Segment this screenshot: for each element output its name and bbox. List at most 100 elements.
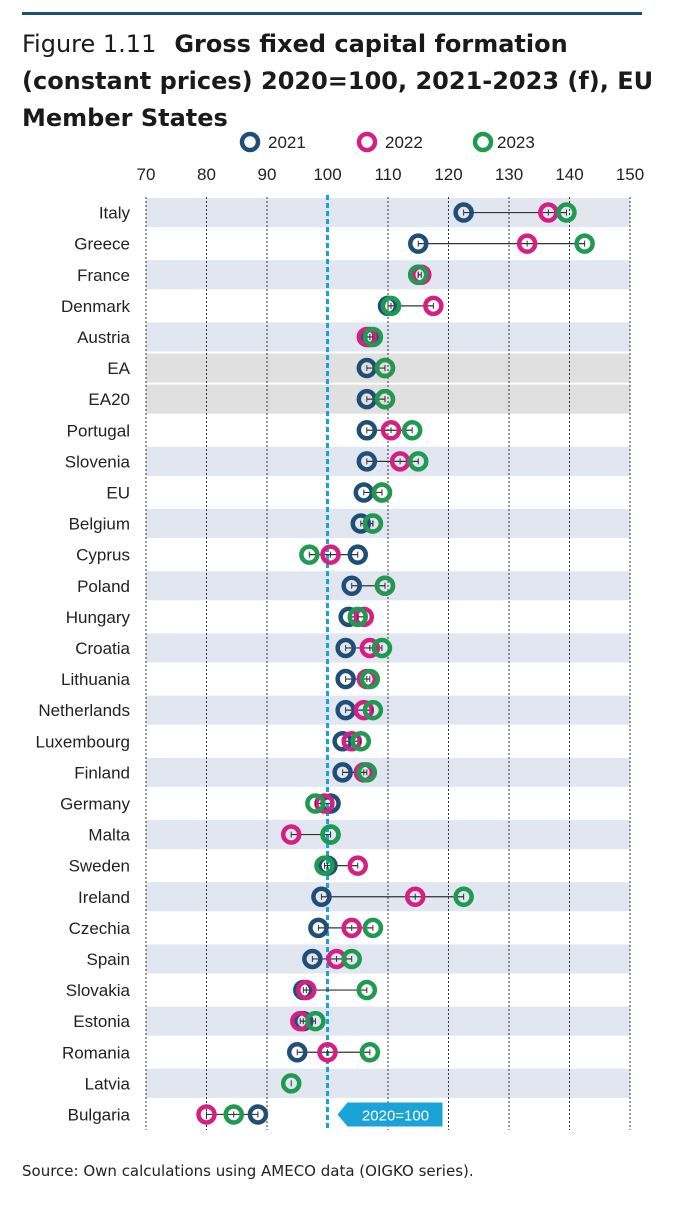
x-tick-label-150: 150 [616, 165, 644, 184]
category-label-czechia: Czechia [69, 919, 131, 938]
x-tick-label-70: 70 [137, 165, 156, 184]
point-finland-2023 [356, 762, 378, 783]
category-label-slovenia: Slovenia [65, 452, 131, 471]
point-portugal-2023 [401, 420, 423, 441]
category-label-poland: Poland [77, 577, 130, 596]
figure-title-block: Figure 1.11 Gross fixed capital formation… [22, 26, 662, 137]
point-belgium-2023 [362, 513, 384, 534]
point-ireland-2022 [404, 886, 426, 907]
point-lithuania-2023 [359, 668, 381, 690]
point-ireland-2021 [311, 886, 332, 907]
point-netherlands-2023 [362, 699, 384, 721]
chart-svg: 70 80 90 100 110 120 130 140 150 2021 2022 2023 Ital… [35, 131, 644, 1130]
category-label-austria: Austria [77, 328, 130, 347]
point-poland-2021 [341, 575, 362, 596]
point-portugal-2021 [356, 420, 378, 441]
point-germany-2023 [305, 793, 326, 814]
point-austria-2023 [362, 326, 384, 348]
point-lithuania-2021 [335, 668, 356, 690]
legend-label-2021: 2021 [268, 133, 306, 152]
point-romania-2022 [317, 1042, 338, 1063]
x-tick-label-140: 140 [555, 165, 583, 184]
point-spain-2021 [302, 948, 323, 970]
point-romania-2023 [359, 1042, 381, 1063]
point-czechia-2022 [341, 917, 362, 939]
point-luxembourg-2023 [350, 731, 372, 752]
category-label-netherlands: Netherlands [38, 701, 130, 720]
point-croatia-2021 [335, 637, 356, 659]
category-label-slovakia: Slovakia [66, 981, 131, 1000]
point-cyprus-2022 [320, 544, 341, 565]
point-poland-2023 [374, 575, 396, 596]
category-label-luxembourg: Luxembourg [35, 732, 130, 751]
category-label-ea: EA [107, 359, 130, 378]
point-bulgaria-2023 [223, 1104, 244, 1125]
point-czechia-2023 [362, 917, 384, 939]
category-label-cyprus: Cyprus [76, 546, 130, 565]
category-label-france: France [77, 266, 130, 285]
category-label-italy: Italy [99, 204, 131, 223]
top-rule [22, 12, 642, 15]
legend-marker-2023 [472, 131, 494, 153]
point-ireland-2023 [453, 886, 474, 907]
category-label-eu: EU [106, 483, 130, 502]
point-spain-2023 [341, 948, 362, 970]
point-cyprus-2021 [347, 544, 368, 565]
point-germany-2022 [314, 793, 335, 814]
point-sweden-2022 [347, 855, 368, 876]
category-label-bulgaria: Bulgaria [68, 1105, 131, 1124]
category-label-malta: Malta [88, 826, 130, 845]
category-label-hungary: Hungary [66, 608, 131, 627]
x-tick-label-130: 130 [495, 165, 523, 184]
point-slovenia-2023 [408, 451, 429, 472]
figure-label: Figure 1.11 [22, 30, 157, 58]
category-label-ireland: Ireland [78, 888, 130, 907]
x-tick-label-80: 80 [197, 165, 216, 184]
point-belgium-2021 [350, 513, 372, 534]
point-hungary-2023 [347, 606, 368, 628]
point-greece-2021 [408, 233, 429, 254]
category-label-portugal: Portugal [67, 421, 130, 440]
category-label-estonia: Estonia [73, 1012, 130, 1031]
point-italy-2021 [453, 202, 474, 223]
point-italy-2023 [556, 202, 577, 223]
point-slovenia-2021 [356, 451, 378, 472]
point-czechia-2021 [308, 917, 329, 939]
legend-label-2023: 2023 [497, 133, 535, 152]
legend-marker-2021 [239, 131, 261, 153]
category-label-ea20: EA20 [88, 390, 130, 409]
category-label-greece: Greece [74, 235, 130, 254]
point-bulgaria-2021 [247, 1104, 269, 1125]
legend-marker-2022 [356, 131, 378, 153]
category-label-belgium: Belgium [69, 515, 130, 534]
point-ea-2023 [374, 357, 396, 379]
category-label-denmark: Denmark [61, 297, 130, 316]
legend-label-2022: 2022 [385, 133, 423, 152]
source-note: Source: Own calculations using AMECO dat… [22, 1162, 474, 1180]
x-tick-label-120: 120 [434, 165, 462, 184]
point-portugal-2022 [380, 420, 402, 441]
point-luxembourg-2022 [341, 731, 362, 752]
x-tick-label-100: 100 [313, 165, 341, 184]
point-eu-2023 [371, 482, 393, 503]
x-tick-label-110: 110 [374, 165, 401, 184]
point-croatia-2022 [359, 637, 381, 659]
figure-title: Gross fixed capital formation (constant … [22, 30, 654, 132]
category-label-latvia: Latvia [85, 1074, 131, 1093]
point-greece-2022 [516, 233, 538, 254]
point-finland-2021 [332, 762, 353, 783]
point-ea20-2023 [374, 388, 396, 410]
point-cyprus-2023 [299, 544, 320, 565]
point-netherlands-2022 [353, 699, 375, 721]
point-latvia-2023 [280, 1073, 302, 1094]
reference-label-box [337, 1102, 443, 1127]
point-sweden-2023 [314, 855, 335, 876]
point-greece-2023 [574, 233, 595, 254]
point-denmark-2022 [423, 295, 444, 317]
category-label-romania: Romania [62, 1043, 131, 1062]
category-label-spain: Spain [87, 950, 130, 969]
reference-label: 2020=100 [362, 1107, 429, 1124]
point-slovakia-2022 [296, 979, 317, 1001]
category-label-finland: Finland [74, 763, 130, 782]
x-tick-label-90: 90 [258, 165, 277, 184]
